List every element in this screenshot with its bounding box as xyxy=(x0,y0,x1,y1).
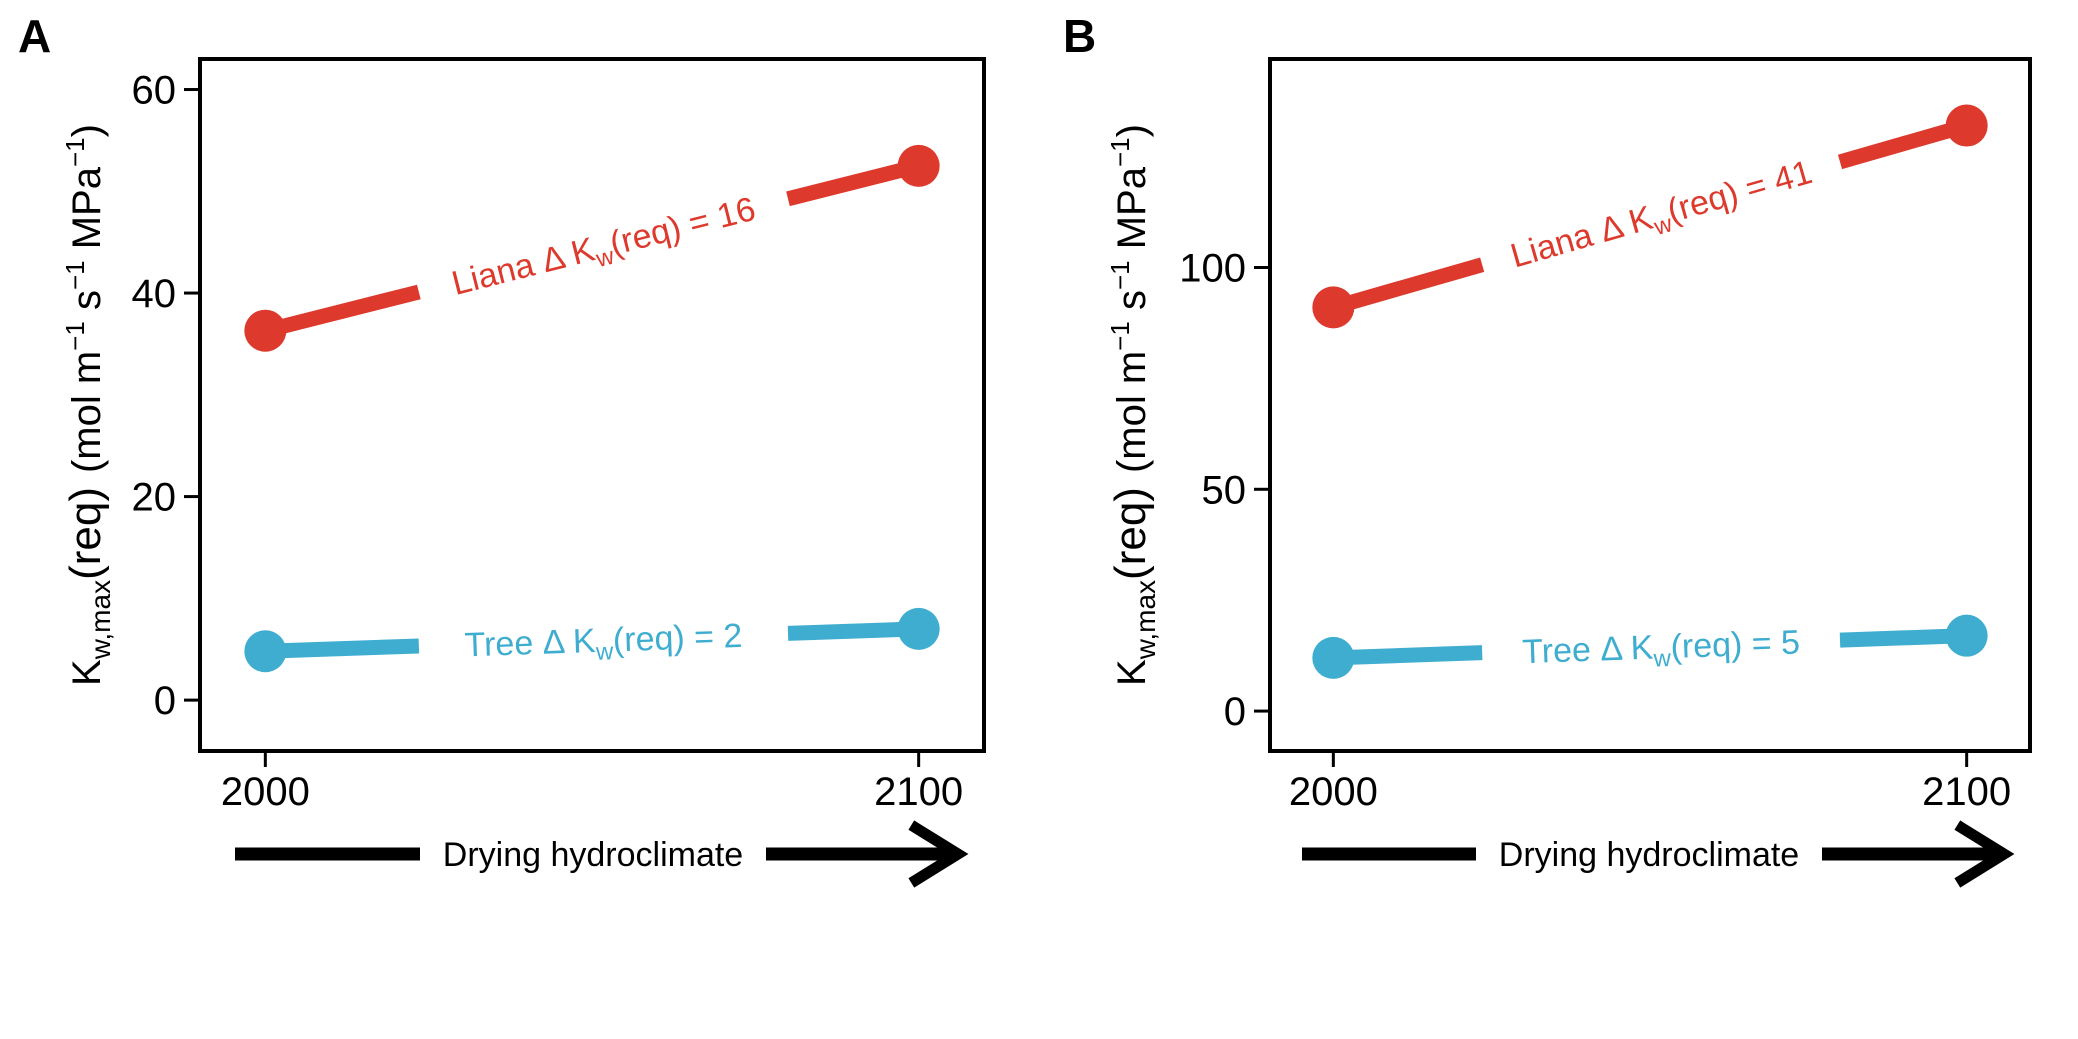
x-tick-label: 2100 xyxy=(874,770,963,814)
data-point xyxy=(244,630,287,673)
y-axis-label: Kw,max(req)(mol m−1 s−1 MPa−1) xyxy=(60,124,116,686)
series-line xyxy=(787,621,919,641)
data-point xyxy=(1945,614,1988,657)
series-line xyxy=(1333,645,1483,666)
series-tree: Tree Δ Kw(req) = 5 xyxy=(1312,614,1988,679)
series-annotation: Liana Δ Kw(req) = 41 xyxy=(1507,153,1818,281)
series-line xyxy=(265,638,420,659)
panel-b: B 0 50 100 2000 2100 Kw,max(req)(mol m−1 s−1 M… xyxy=(1063,10,2032,888)
data-point xyxy=(244,309,287,352)
y-tick-label: 60 xyxy=(132,69,177,113)
series-line xyxy=(1839,628,1967,648)
panel-a: A 0 20 40 60 2000 2100 Kw,max(req)(mol m−1 s−1 … xyxy=(18,10,986,888)
x-tick-label: 2100 xyxy=(1922,770,2011,814)
panel-label: A xyxy=(18,10,51,62)
x-tick-label: 2000 xyxy=(221,770,310,814)
y-tick-label: 0 xyxy=(154,679,176,723)
series-line xyxy=(1837,118,1969,170)
data-point xyxy=(1312,286,1355,329)
series-annotation: Liana Δ Kw(req) = 16 xyxy=(448,190,761,309)
series-tree: Tree Δ Kw(req) = 2 xyxy=(244,607,940,673)
y-tick-label: 100 xyxy=(1179,246,1246,290)
series-line xyxy=(786,158,921,207)
panel-label: B xyxy=(1063,10,1096,62)
series-annotation: Tree Δ Kw(req) = 2 xyxy=(464,617,743,670)
drying-arrow: Drying hydroclimate xyxy=(235,820,969,888)
series-line xyxy=(1331,257,1485,315)
drying-arrow: Drying hydroclimate xyxy=(1302,820,2015,888)
plot-frame xyxy=(198,57,986,753)
data-point xyxy=(1312,636,1355,679)
series-liana: Liana Δ Kw(req) = 41 xyxy=(1312,104,1988,329)
arrow-head-icon xyxy=(1954,820,2015,888)
series-line xyxy=(263,284,421,338)
y-tick-label: 40 xyxy=(132,272,177,316)
y-tick-label: 20 xyxy=(132,476,177,520)
series-liana: Liana Δ Kw(req) = 16 xyxy=(244,144,940,352)
y-axis-label: Kw,max(req)(mol m−1 s−1 MPa−1) xyxy=(1105,124,1161,686)
data-point xyxy=(897,144,940,187)
arrow-label: Drying hydroclimate xyxy=(1499,836,1799,874)
arrow-label: Drying hydroclimate xyxy=(443,836,743,874)
arrow-head-icon xyxy=(908,820,969,888)
data-point xyxy=(1945,104,1988,147)
y-tick-label: 50 xyxy=(1202,468,1247,512)
series-annotation: Tree Δ Kw(req) = 5 xyxy=(1522,624,1801,678)
y-tick-label: 0 xyxy=(1224,690,1246,734)
plot-frame xyxy=(1268,57,2032,753)
x-tick-label: 2000 xyxy=(1289,770,1378,814)
data-point xyxy=(897,607,940,650)
